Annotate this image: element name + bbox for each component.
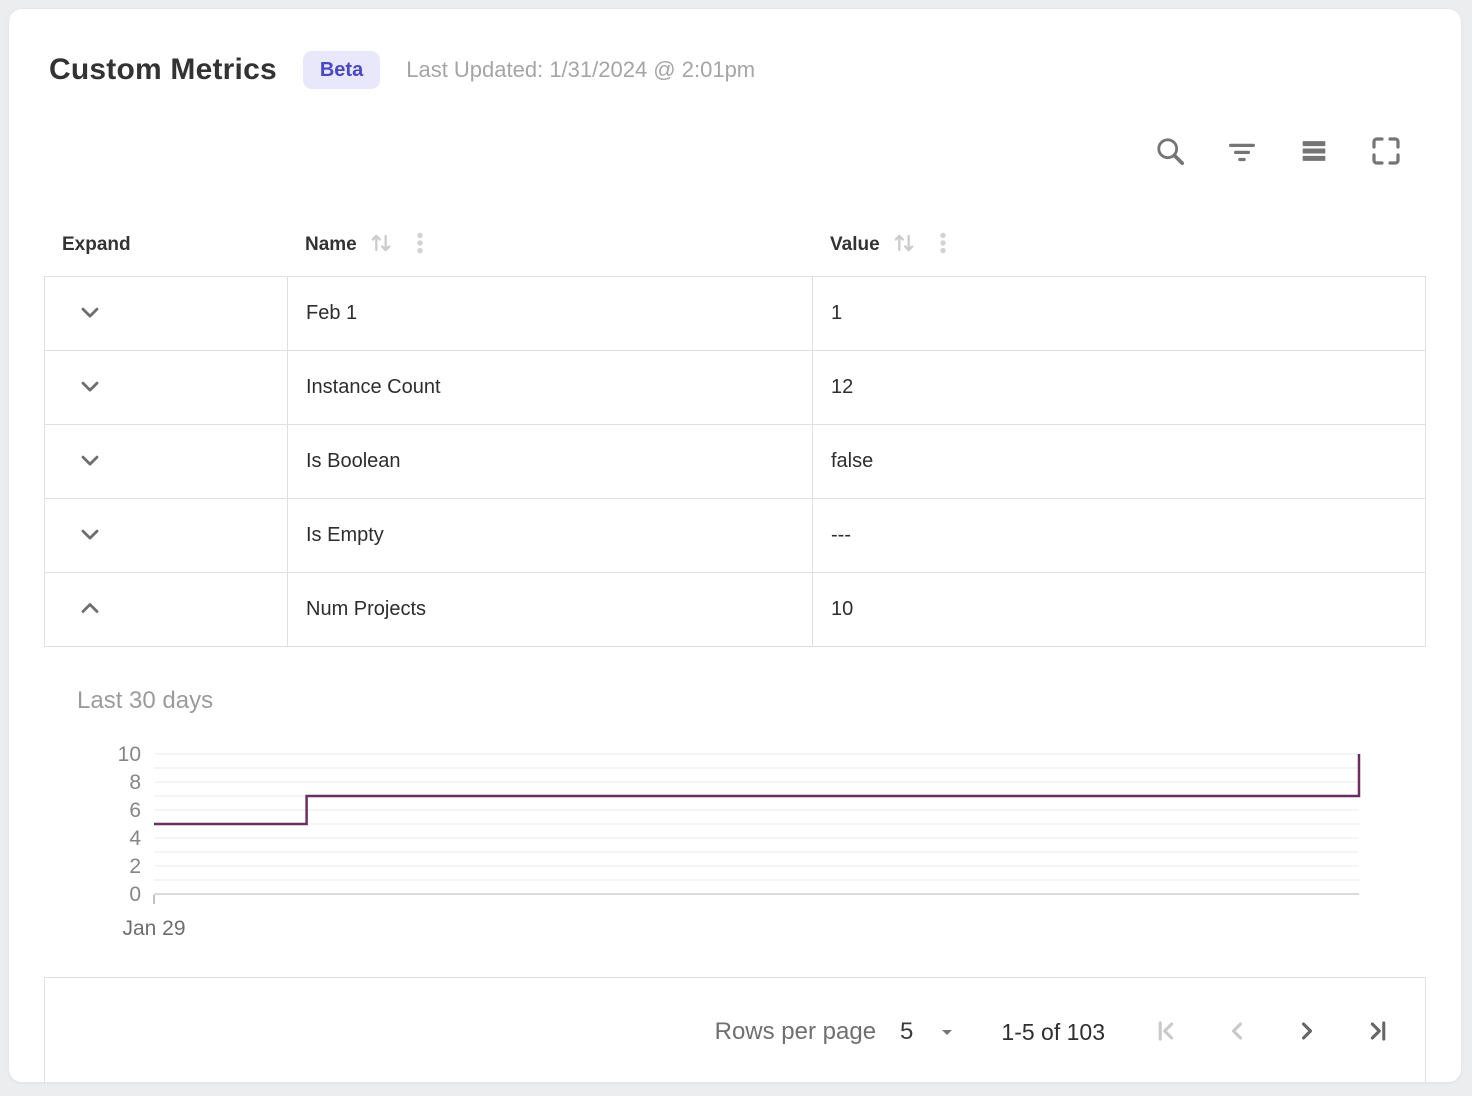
- table-row: Instance Count 12: [45, 351, 1425, 425]
- search-button[interactable]: [1153, 135, 1187, 169]
- expand-row-button[interactable]: [75, 521, 105, 551]
- beta-badge: Beta: [302, 51, 381, 89]
- rows-per-page-value: 5: [900, 1018, 914, 1045]
- svg-text:4: 4: [129, 827, 141, 850]
- metrics-table: Expand Name Value: [44, 213, 1426, 1082]
- expand-row-button[interactable]: [75, 299, 105, 329]
- filter-icon: [1225, 134, 1259, 171]
- grid-toolbar: [9, 135, 1461, 169]
- table-header-row: Expand Name Value: [44, 213, 1426, 276]
- chart-title: Last 30 days: [77, 687, 214, 714]
- table-row: Feb 1 1: [45, 277, 1425, 351]
- column-label: Expand: [62, 233, 131, 255]
- chevron-right-icon: [1293, 1017, 1321, 1048]
- page-title: Custom Metrics: [49, 53, 277, 86]
- table-row-expanded: Num Projects 10: [45, 573, 1425, 647]
- kebab-menu-icon: [407, 230, 433, 259]
- expand-row-button[interactable]: [75, 447, 105, 477]
- search-icon: [1153, 134, 1187, 171]
- dropdown-caret-icon: [935, 1020, 959, 1044]
- metric-value-cell: 10: [831, 598, 854, 620]
- svg-text:Jan 29: Jan 29: [122, 917, 185, 940]
- svg-text:6: 6: [129, 799, 141, 822]
- table-body: Feb 1 1 Instance Count 12: [44, 276, 1426, 647]
- table-row: Is Boolean false: [45, 425, 1425, 499]
- previous-page-button[interactable]: [1223, 1018, 1251, 1046]
- pagination-range-label: 1-5 of 103: [1001, 1018, 1105, 1045]
- expand-row-button[interactable]: [75, 373, 105, 403]
- svg-text:0: 0: [129, 883, 141, 906]
- metric-name-cell: Instance Count: [288, 351, 813, 424]
- last-page-button[interactable]: [1363, 1018, 1391, 1046]
- sort-name-button[interactable]: [367, 229, 395, 260]
- chevron-left-icon: [1223, 1017, 1251, 1048]
- density-button[interactable]: [1297, 135, 1331, 169]
- collapse-row-button[interactable]: [75, 595, 105, 625]
- chevron-down-icon: [76, 298, 104, 329]
- metric-value-cell: false: [831, 450, 874, 472]
- metric-history-chart: 0 2 4 6 8 10 Jan 29: [118, 743, 1361, 940]
- sort-icon: [367, 229, 395, 260]
- chevron-down-icon: [76, 520, 104, 551]
- next-page-button[interactable]: [1293, 1018, 1321, 1046]
- value-column-menu-button[interactable]: [930, 230, 956, 259]
- custom-metrics-card: Custom Metrics Beta Last Updated: 1/31/2…: [8, 8, 1462, 1083]
- pagination-nav: [1153, 1018, 1391, 1046]
- metric-value-cell: 1: [831, 302, 843, 324]
- last-updated-text: Last Updated: 1/31/2024 @ 2:01pm: [406, 57, 756, 82]
- column-header-value[interactable]: Value: [812, 229, 1426, 260]
- table-footer: Rows per page 5 1-5 of 103: [44, 977, 1426, 1082]
- first-page-button[interactable]: [1153, 1018, 1181, 1046]
- chevron-down-icon: [76, 372, 104, 403]
- svg-text:10: 10: [118, 743, 141, 766]
- last-page-icon: [1363, 1017, 1391, 1048]
- metric-name-cell: Feb 1: [288, 277, 813, 350]
- rows-per-page-select[interactable]: 5: [900, 1018, 959, 1046]
- column-header-name[interactable]: Name: [287, 229, 812, 260]
- metric-name-cell: Is Boolean: [288, 425, 813, 498]
- kebab-menu-icon: [930, 230, 956, 259]
- sort-value-button[interactable]: [890, 229, 918, 260]
- column-label: Value: [830, 233, 880, 255]
- column-label: Name: [305, 233, 357, 255]
- fullscreen-button[interactable]: [1369, 135, 1403, 169]
- chevron-up-icon: [76, 594, 104, 625]
- fullscreen-icon: [1370, 135, 1402, 170]
- density-icon: [1297, 134, 1331, 171]
- metric-value-cell: ---: [831, 524, 851, 546]
- svg-text:2: 2: [129, 855, 141, 878]
- rows-per-page-label: Rows per page: [714, 1018, 877, 1045]
- filter-button[interactable]: [1225, 135, 1259, 169]
- metric-name-cell: Num Projects: [288, 573, 813, 646]
- metric-name-cell: Is Empty: [288, 499, 813, 572]
- name-column-menu-button[interactable]: [407, 230, 433, 259]
- svg-text:8: 8: [129, 771, 141, 794]
- row-detail-panel: Last 30 days 0 2 4 6 8 10 Jan 29: [44, 647, 1426, 977]
- table-row: Is Empty ---: [45, 499, 1425, 573]
- metric-value-cell: 12: [831, 376, 854, 398]
- sort-icon: [890, 229, 918, 260]
- chevron-down-icon: [76, 446, 104, 477]
- first-page-icon: [1153, 1017, 1181, 1048]
- column-header-expand: Expand: [44, 234, 287, 256]
- page-header: Custom Metrics Beta Last Updated: 1/31/2…: [9, 9, 1461, 89]
